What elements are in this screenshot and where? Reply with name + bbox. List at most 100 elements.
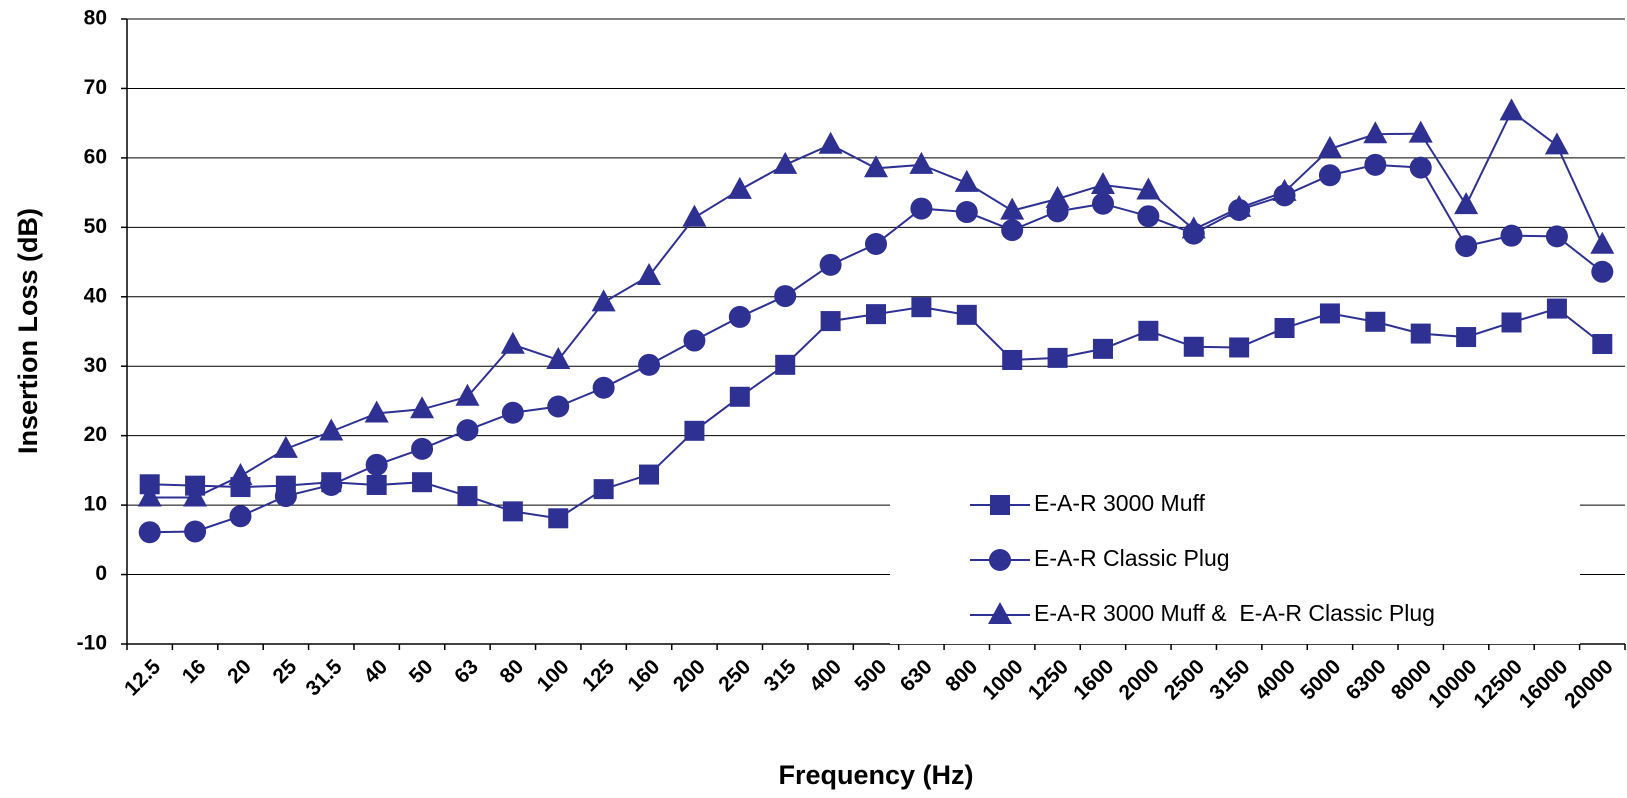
- data-point: [1364, 153, 1387, 176]
- x-tick-label: 10000: [1424, 655, 1482, 713]
- x-axis-title: Frequency (Hz): [778, 760, 973, 790]
- data-point: [274, 485, 297, 508]
- data-point: [1091, 192, 1114, 215]
- data-point: [1409, 156, 1432, 179]
- x-tick-label: 250: [714, 655, 755, 696]
- data-point: [727, 176, 752, 199]
- data-point: [1272, 178, 1297, 201]
- x-tick-label: 80: [496, 655, 529, 688]
- data-point: [774, 285, 797, 308]
- data-point: [229, 505, 252, 528]
- x-tick-label: 6300: [1341, 655, 1390, 704]
- data-point: [137, 484, 162, 507]
- data-point: [412, 472, 433, 493]
- x-tick-label: 50: [405, 655, 438, 688]
- data-point: [954, 169, 979, 192]
- data-point: [1000, 197, 1025, 220]
- data-point: [1592, 334, 1613, 354]
- x-tick-label: 63: [450, 655, 483, 688]
- data-point: [1090, 171, 1115, 194]
- data-point: [500, 331, 525, 354]
- data-point: [773, 151, 798, 174]
- data-point: [228, 462, 253, 485]
- data-point: [501, 401, 524, 424]
- data-point: [184, 520, 207, 543]
- data-point: [909, 151, 934, 174]
- legend-marker: [988, 602, 1012, 624]
- data-point: [864, 155, 888, 178]
- data-point: [1546, 298, 1567, 319]
- data-point: [456, 419, 479, 442]
- x-tick-label: 630: [896, 655, 937, 696]
- data-point: [1092, 338, 1113, 359]
- data-point: [683, 329, 706, 352]
- x-tick-label: 20: [223, 655, 256, 688]
- data-point: [684, 420, 705, 441]
- data-point: [1410, 323, 1431, 344]
- data-point: [1318, 164, 1341, 187]
- data-point: [1274, 318, 1295, 339]
- x-tick-label: 3150: [1205, 655, 1254, 704]
- x-tick-label: 200: [669, 655, 710, 696]
- x-tick-label: 4000: [1251, 655, 1300, 704]
- data-point: [1138, 320, 1159, 341]
- x-tick-label: 2000: [1115, 655, 1164, 704]
- data-point: [1227, 194, 1252, 217]
- data-point: [366, 474, 387, 495]
- data-point: [820, 311, 841, 332]
- legend-label: E-A-R 3000 Muff & E-A-R Classic Plug: [1034, 600, 1435, 626]
- data-point: [1229, 337, 1250, 358]
- data-point: [138, 521, 161, 544]
- data-point: [1002, 349, 1023, 370]
- data-point: [1001, 219, 1024, 242]
- data-point: [1499, 98, 1524, 121]
- data-point: [1501, 312, 1522, 333]
- x-tick-label: 1250: [1024, 655, 1073, 704]
- x-tick-label: 400: [805, 655, 846, 696]
- data-point: [1047, 347, 1068, 368]
- data-point: [911, 297, 932, 318]
- y-tick-label: 10: [84, 493, 107, 516]
- data-point: [1137, 205, 1160, 228]
- data-point: [1456, 327, 1477, 348]
- data-point: [639, 464, 660, 485]
- data-point: [273, 435, 298, 458]
- y-tick-label: 0: [95, 562, 107, 585]
- data-point: [728, 305, 751, 328]
- x-tick-label: 125: [578, 655, 619, 696]
- x-tick-label: 2500: [1160, 655, 1209, 704]
- y-tick-label: 50: [84, 215, 107, 238]
- data-point: [593, 479, 614, 500]
- data-point: [1183, 336, 1204, 357]
- x-tick-label: 40: [359, 655, 392, 688]
- data-point: [183, 484, 208, 507]
- data-point: [1544, 132, 1569, 155]
- x-tick-label: 100: [533, 655, 574, 696]
- data-point: [139, 474, 160, 495]
- x-tick-label: 1600: [1069, 655, 1118, 704]
- data-point: [819, 253, 842, 276]
- y-tick-label: 70: [84, 76, 107, 99]
- data-point: [910, 197, 933, 220]
- legend-label: E-A-R Classic Plug: [1034, 545, 1230, 571]
- y-tick-label: 80: [84, 7, 107, 30]
- x-tick-label: 20000: [1560, 655, 1618, 713]
- x-tick-label: 315: [760, 655, 801, 696]
- data-point: [1591, 260, 1614, 283]
- x-tick-label: 5000: [1296, 655, 1345, 704]
- data-point: [866, 304, 886, 325]
- data-point: [1319, 303, 1340, 324]
- x-tick-label: 12.5: [120, 655, 165, 700]
- data-point: [1181, 216, 1206, 239]
- y-tick-label: 20: [84, 423, 107, 446]
- legend-label: E-A-R 3000 Muff: [1034, 490, 1205, 516]
- data-point: [638, 353, 661, 376]
- data-point: [502, 501, 523, 522]
- data-point: [1408, 120, 1433, 143]
- data-point: [865, 233, 887, 255]
- data-point: [1136, 177, 1161, 200]
- data-point: [546, 346, 571, 369]
- data-point: [1317, 135, 1342, 158]
